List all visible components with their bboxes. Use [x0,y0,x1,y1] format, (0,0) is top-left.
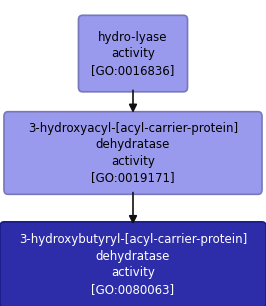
FancyBboxPatch shape [4,112,262,194]
FancyBboxPatch shape [78,15,188,92]
Text: 3-hydroxyacyl-[acyl-carrier-protein]
dehydratase
activity
[GO:0019171]: 3-hydroxyacyl-[acyl-carrier-protein] deh… [28,122,238,184]
FancyBboxPatch shape [0,222,266,306]
Text: hydro-lyase
activity
[GO:0016836]: hydro-lyase activity [GO:0016836] [91,31,175,76]
Text: 3-hydroxybutyryl-[acyl-carrier-protein]
dehydratase
activity
[GO:0080063]: 3-hydroxybutyryl-[acyl-carrier-protein] … [19,233,247,296]
